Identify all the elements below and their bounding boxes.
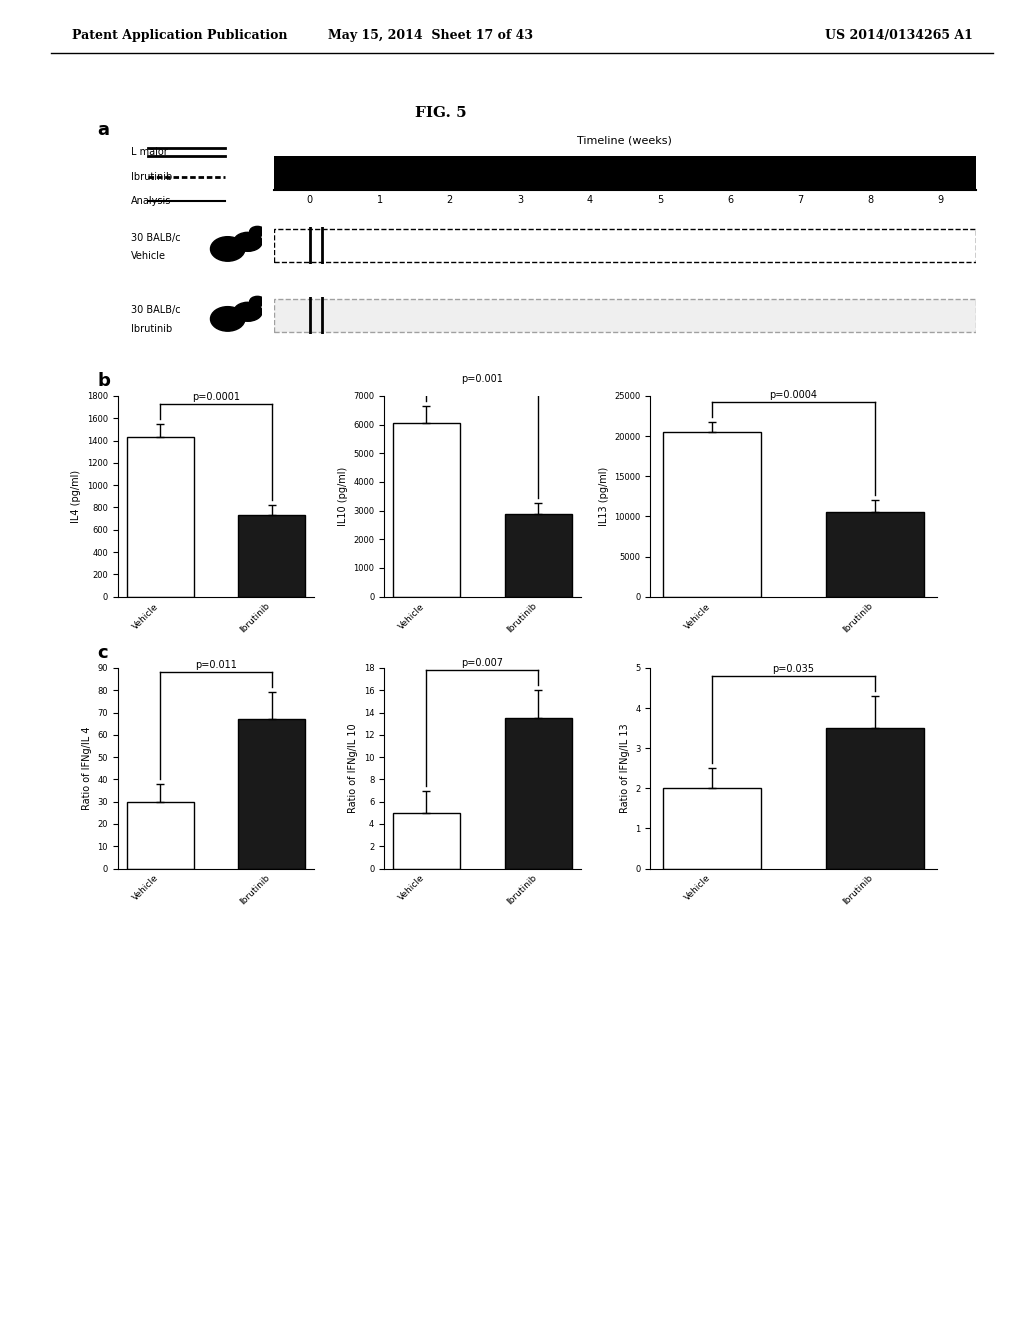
Text: Vehicle: Vehicle bbox=[131, 251, 166, 261]
Ellipse shape bbox=[211, 236, 245, 261]
Bar bbox=[393, 813, 460, 869]
Text: US 2014/0134265 A1: US 2014/0134265 A1 bbox=[825, 29, 973, 42]
Text: p=0.011: p=0.011 bbox=[196, 660, 237, 671]
Bar bbox=[826, 512, 924, 597]
Text: Analysis: Analysis bbox=[131, 195, 171, 206]
Text: Patent Application Publication: Patent Application Publication bbox=[72, 29, 287, 42]
Bar bbox=[239, 515, 305, 597]
Text: p=0.007: p=0.007 bbox=[461, 659, 504, 668]
Circle shape bbox=[233, 302, 262, 321]
Text: p=0.035: p=0.035 bbox=[772, 664, 815, 675]
Text: c: c bbox=[97, 644, 108, 663]
Bar bbox=[127, 437, 194, 597]
Bar bbox=[127, 801, 194, 869]
Y-axis label: Ratio of IFNg/IL 13: Ratio of IFNg/IL 13 bbox=[620, 723, 630, 813]
Bar bbox=[505, 718, 571, 869]
Text: p=0.0004: p=0.0004 bbox=[770, 391, 817, 400]
Y-axis label: IL10 (pg/ml): IL10 (pg/ml) bbox=[338, 467, 347, 525]
Text: b: b bbox=[97, 372, 111, 391]
Bar bbox=[239, 719, 305, 869]
Text: p=0.001: p=0.001 bbox=[462, 374, 503, 384]
Y-axis label: IL13 (pg/ml): IL13 (pg/ml) bbox=[599, 467, 608, 525]
Bar bbox=[664, 432, 761, 597]
Y-axis label: Ratio of IFNg/IL 4: Ratio of IFNg/IL 4 bbox=[82, 726, 92, 810]
Ellipse shape bbox=[211, 306, 245, 331]
Bar bbox=[826, 729, 924, 869]
Text: FIG. 5: FIG. 5 bbox=[415, 106, 466, 120]
Text: Timeline (weeks): Timeline (weeks) bbox=[578, 136, 672, 147]
Circle shape bbox=[250, 226, 265, 236]
Y-axis label: Ratio of IFNg/IL 10: Ratio of IFNg/IL 10 bbox=[348, 723, 358, 813]
Text: p=0.0001: p=0.0001 bbox=[193, 392, 240, 401]
Text: 30 BALB/c: 30 BALB/c bbox=[131, 305, 180, 315]
Text: a: a bbox=[97, 121, 110, 140]
Text: Ibrutinib: Ibrutinib bbox=[131, 172, 172, 182]
Text: Ibrutinib: Ibrutinib bbox=[131, 323, 172, 334]
Text: 30 BALB/c: 30 BALB/c bbox=[131, 232, 180, 243]
Bar bbox=[505, 513, 571, 597]
Bar bbox=[664, 788, 761, 869]
Bar bbox=[393, 424, 460, 597]
Circle shape bbox=[233, 232, 262, 251]
Text: May 15, 2014  Sheet 17 of 43: May 15, 2014 Sheet 17 of 43 bbox=[328, 29, 532, 42]
Circle shape bbox=[250, 296, 265, 306]
Text: L major: L major bbox=[131, 147, 168, 157]
Y-axis label: IL4 (pg/ml): IL4 (pg/ml) bbox=[72, 470, 81, 523]
